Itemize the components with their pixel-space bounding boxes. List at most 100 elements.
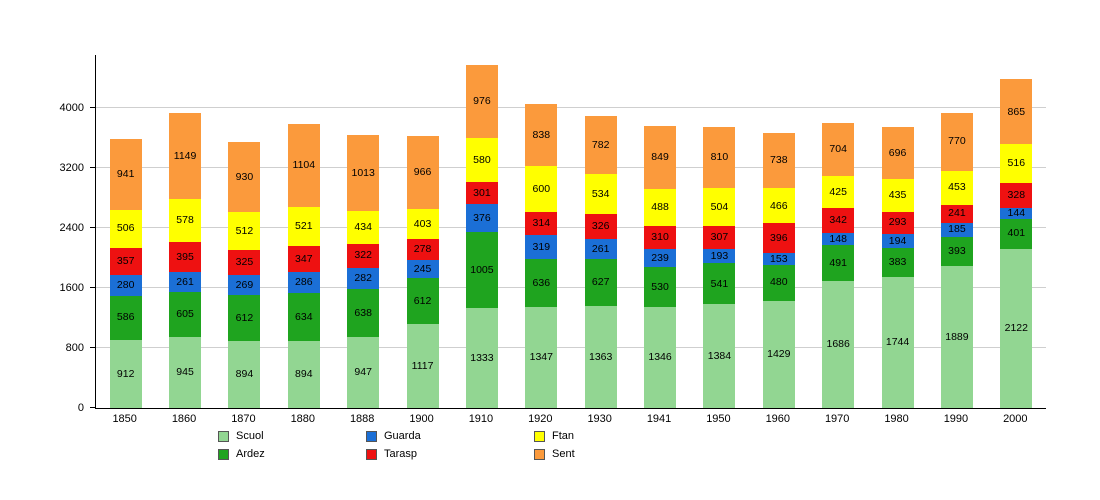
segment-scuol-1900: 1117 [406,324,439,408]
segment-value-label: 912 [116,367,135,380]
segment-value-label: 1347 [529,351,553,364]
segment-scuol-1880: 894 [287,340,320,408]
bar-slot: 1363 627 261 326 534 782 [571,55,630,408]
segment-sent-1960: 738 [762,133,795,189]
segment-value-label: 941 [116,168,135,181]
stacked-bar-1970: 1686 491 148 342 425 704 [822,122,855,408]
segment-value-label: 2122 [1004,322,1028,335]
segment-ftan-1990: 453 [940,170,973,205]
segment-value-label: 245 [413,262,432,275]
x-axis-labels: 1850 1860 1870 1880 1888 1900 1910 1920 1930 1941… [95,413,1045,425]
segment-scuol-2000: 2122 [1000,248,1033,408]
segment-value-label: 314 [532,217,551,230]
y-axis-tick-label: 2400 [59,221,84,234]
bar-slot: 2122 401 144 328 516 865 [987,55,1046,408]
segment-sent-1980: 696 [881,126,914,180]
segment-value-label: 600 [532,182,551,195]
y-axis-tick-label: 0 [77,402,84,414]
segment-value-label: 325 [235,256,254,269]
y-axis-tick [90,346,95,348]
segment-scuol-1941: 1346 [644,306,677,408]
segment-value-label: 261 [176,275,194,288]
bar-slot: 1347 636 319 314 600 838 [512,55,571,408]
y-axis-tick-label: 800 [65,341,84,354]
segment-value-label: 435 [888,189,907,202]
segment-value-label: 148 [829,232,847,245]
segment-tarasp-1870: 325 [228,250,261,275]
segment-value-label: 930 [235,170,254,183]
gridline [96,286,1046,288]
legend-label: Ftan [552,430,575,442]
x-axis-tick-label: 1850 [112,413,137,425]
bars: 912 586 280 357 506 941 945 605 261 395 578 1149 894… [96,55,1046,408]
segment-ardez-1900: 612 [406,278,439,325]
segment-value-label: 376 [473,212,491,225]
segment-value-label: 280 [116,278,135,291]
y-axis-tick [90,226,95,228]
stacked-bar-1910: 1333 1005 376 301 580 976 [465,64,498,408]
segment-value-label: 782 [591,138,610,151]
segment-guarda-1880: 286 [287,271,320,294]
legend-swatch-ftan [534,430,545,442]
segment-guarda-1960: 153 [762,253,795,265]
segment-scuol-1910: 1333 [465,307,498,408]
segment-value-label: 530 [651,280,669,293]
segment-guarda-1920: 319 [525,235,558,260]
segment-value-label: 1013 [351,166,375,179]
legend-swatch-tarasp [366,448,377,460]
segment-sent-1880: 1104 [287,123,320,207]
segment-value-label: 947 [354,366,372,379]
segment-ardez-1990: 393 [940,236,973,267]
segment-value-label: 534 [591,188,610,201]
segment-value-label: 357 [116,254,135,267]
gridline [96,346,1046,348]
x-axis-tick-label: 1900 [409,413,434,425]
segment-ftan-1880: 521 [287,206,320,246]
bar-slot: 1686 491 148 342 425 704 [809,55,868,408]
bar-slot: 894 612 269 325 512 930 [215,55,274,408]
segment-scuol-1980: 1744 [881,277,914,408]
segment-value-label: 1363 [589,350,613,363]
y-axis-ticks [90,55,95,408]
segment-value-label: 945 [176,366,194,379]
segment-value-label: 516 [1007,157,1026,170]
segment-value-label: 810 [710,151,729,164]
segment-value-label: 466 [770,199,788,212]
segment-tarasp-1950: 307 [703,225,736,249]
segment-scuol-1930: 1363 [584,305,617,408]
segment-value-label: 278 [413,243,432,256]
segment-value-label: 301 [473,186,491,199]
segment-value-label: 488 [651,201,669,214]
segment-value-label: 185 [948,223,966,236]
segment-guarda-1888: 282 [347,267,380,289]
segment-tarasp-1930: 326 [584,214,617,239]
segment-guarda-1990: 185 [940,222,973,237]
segment-tarasp-1980: 293 [881,211,914,234]
segment-value-label: 347 [295,252,313,265]
segment-value-label: 310 [651,231,669,244]
segment-guarda-1900: 245 [406,259,439,279]
segment-value-label: 322 [354,249,372,262]
legend-swatch-guarda [366,430,377,442]
segment-ardez-1888: 638 [347,288,380,337]
segment-guarda-1930: 261 [584,238,617,259]
segment-sent-1888: 1013 [347,134,380,212]
segment-value-label: 612 [235,311,254,324]
segment-tarasp-1941: 310 [644,225,677,250]
segment-value-label: 194 [888,234,907,247]
segment-tarasp-1990: 241 [940,204,973,223]
segment-sent-2000: 865 [1000,79,1033,145]
stacked-bar-1850: 912 586 280 357 506 941 [109,139,142,408]
segment-value-label: 342 [829,214,847,227]
legend-item-guarda: Guarda [366,430,534,442]
legend-label: Scuol [236,430,264,442]
bar-slot: 1333 1005 376 301 580 976 [452,55,511,408]
segment-value-label: 894 [235,368,254,381]
segment-ftan-2000: 516 [1000,144,1033,184]
segment-value-label: 293 [888,216,907,229]
bar-slot: 1889 393 185 241 453 770 [927,55,986,408]
x-axis-tick-label: 1990 [943,413,969,425]
x-axis-tick-label: 1880 [290,413,316,425]
y-axis-tick-label: 3200 [59,161,84,174]
legend-item-scuol: Scuol [218,430,366,442]
